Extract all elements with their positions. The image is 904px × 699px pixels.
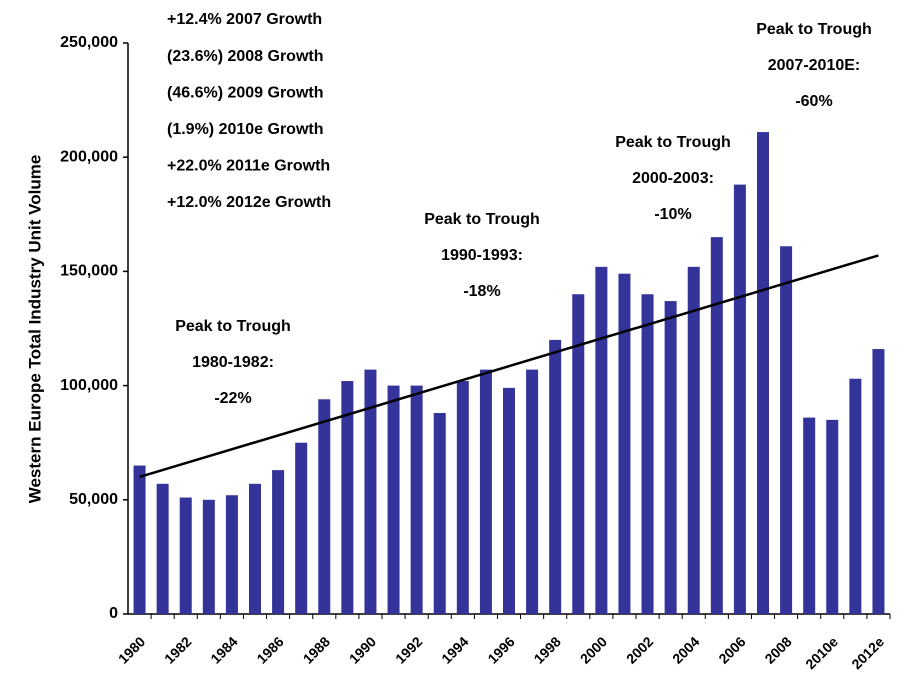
bar	[641, 294, 654, 614]
bar	[849, 378, 862, 614]
bar	[341, 381, 354, 614]
bar	[433, 413, 446, 614]
x-tick-label: 2010e	[802, 633, 841, 672]
x-tick-label: 2012e	[848, 633, 887, 672]
bar	[803, 417, 816, 614]
bar	[664, 301, 677, 614]
growth-note: (1.9%) 2010e Growth	[167, 121, 324, 138]
growth-note: (46.6%) 2009 Growth	[167, 84, 324, 101]
bar	[549, 339, 562, 614]
bar	[733, 184, 746, 614]
annotation: -60%	[795, 93, 832, 110]
bar	[249, 483, 261, 614]
bar	[318, 399, 331, 614]
x-tick-label: 1980	[115, 633, 148, 666]
bar	[456, 381, 469, 614]
annotation: Peak to Trough	[424, 211, 540, 228]
bar	[687, 266, 700, 614]
y-tick-label: 200,000	[60, 148, 118, 165]
x-tick-label: 1996	[484, 633, 517, 666]
annotation: Peak to Trough	[756, 21, 872, 38]
bar	[272, 470, 285, 614]
x-tick-label: 2002	[623, 633, 656, 666]
y-axis-label: Western Europe Total Industry Unit Volum…	[25, 155, 44, 504]
bar	[595, 266, 608, 614]
y-tick-label: 250,000	[60, 34, 118, 51]
bar	[225, 495, 238, 614]
growth-note: +12.0% 2012e Growth	[167, 194, 331, 211]
bar	[156, 483, 169, 614]
y-tick-label: 50,000	[69, 491, 118, 508]
bar	[710, 237, 723, 614]
growth-note: +22.0% 2011e Growth	[167, 158, 330, 175]
x-tick-label: 1992	[392, 633, 425, 666]
annotation: Peak to Trough	[615, 134, 731, 151]
x-tick-label: 1994	[438, 633, 471, 666]
bar	[479, 369, 492, 614]
y-tick-label: 100,000	[60, 377, 118, 394]
x-tick-label: 1986	[253, 633, 286, 666]
x-tick-label: 1988	[300, 633, 333, 666]
annotation: 2000-2003:	[632, 170, 714, 187]
bar	[572, 294, 585, 614]
bar	[133, 465, 146, 614]
x-tick-label: 2000	[577, 633, 610, 666]
trend-line	[139, 254, 879, 479]
bar	[179, 497, 192, 614]
annotation: 1990-1993:	[441, 247, 523, 264]
annotation: -18%	[463, 283, 500, 300]
x-tick-label: 1984	[207, 633, 240, 666]
bar	[526, 369, 539, 614]
x-tick-label: 2008	[761, 633, 794, 666]
annotation: -22%	[214, 390, 251, 407]
annotation: 1980-1982:	[192, 354, 274, 371]
bar	[387, 385, 400, 614]
bar	[503, 387, 515, 614]
bar	[410, 385, 423, 614]
x-tick-label: 1990	[346, 633, 379, 666]
x-tick-label: 1982	[161, 633, 194, 666]
annotation: -10%	[654, 206, 691, 223]
bar	[295, 442, 308, 614]
growth-note: (23.6%) 2008 Growth	[167, 48, 324, 65]
bar	[757, 132, 769, 615]
x-tick-label: 2006	[715, 633, 748, 666]
bar	[618, 273, 631, 614]
annotation: 2007-2010E:	[768, 57, 861, 74]
y-tick-label: 0	[109, 605, 118, 622]
x-tick-label: 1998	[531, 633, 564, 666]
bar	[780, 246, 793, 614]
bar	[872, 349, 885, 614]
y-tick-label: 150,000	[60, 263, 118, 280]
x-tick-label: 2004	[669, 633, 702, 666]
growth-note: +12.4% 2007 Growth	[167, 11, 322, 28]
bar	[826, 419, 839, 614]
annotation: Peak to Trough	[175, 318, 291, 335]
bar	[364, 369, 377, 614]
bar	[202, 499, 215, 614]
